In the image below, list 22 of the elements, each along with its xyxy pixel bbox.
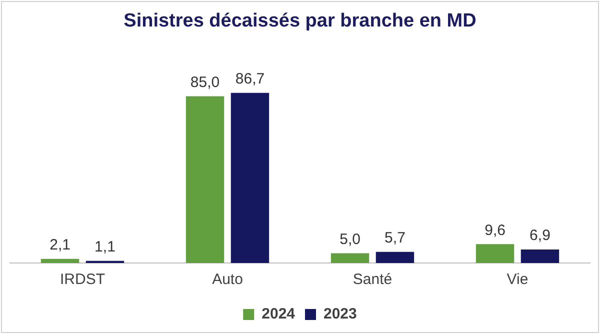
bar <box>376 252 414 263</box>
bar <box>476 244 514 263</box>
data-label: 6,9 <box>530 227 550 244</box>
bar <box>330 253 370 263</box>
legend-label: 2024 <box>262 306 296 323</box>
x-tick-label: Santé <box>352 271 392 288</box>
legend-label: 2023 <box>324 306 357 323</box>
data-label: 9,6 <box>484 222 506 239</box>
data-label: 5,0 <box>340 230 360 248</box>
bar <box>40 258 80 263</box>
bar <box>520 249 560 263</box>
chart-title: Sinistres décaissés par branche en MD <box>124 10 476 32</box>
data-label: 5,7 <box>384 229 406 246</box>
data-label: 2,1 <box>50 236 70 254</box>
x-tick-label: IRDST <box>60 271 105 288</box>
x-tick-label: Vie <box>506 271 528 288</box>
bar <box>186 96 224 263</box>
data-label: 86,7 <box>235 70 265 88</box>
data-label: 1,1 <box>94 238 116 256</box>
x-tick-label: Auto <box>212 271 243 288</box>
bar <box>230 92 270 263</box>
data-label: 85,0 <box>190 74 220 91</box>
